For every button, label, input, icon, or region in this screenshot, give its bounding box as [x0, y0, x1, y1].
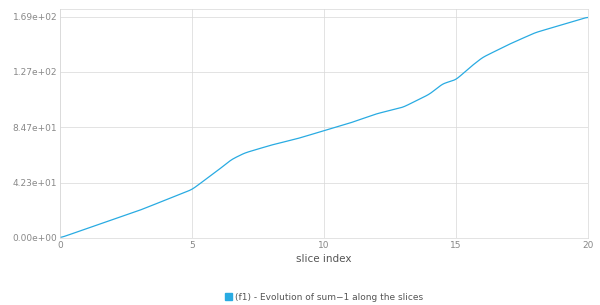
X-axis label: slice index: slice index [296, 254, 352, 264]
Legend: (f1) - Evolution of sum−1 along the slices: (f1) - Evolution of sum−1 along the slic… [224, 293, 424, 302]
